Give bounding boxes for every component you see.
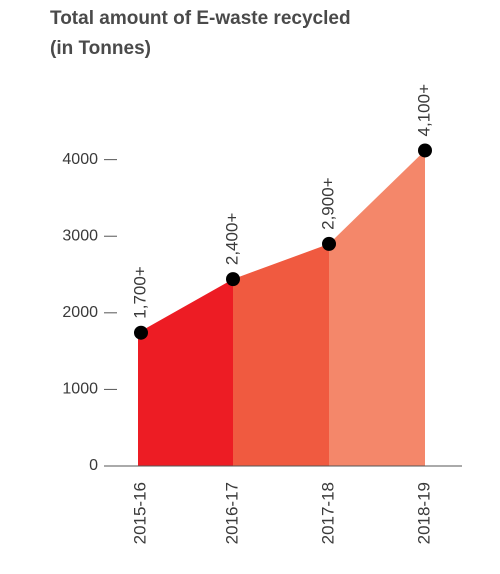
- area-segment: [233, 243, 329, 466]
- value-label: 1,700+: [130, 266, 149, 319]
- data-point: [134, 325, 148, 340]
- data-point: [226, 272, 240, 287]
- x-tick-label: 2018-19: [414, 482, 433, 544]
- area-segment: [138, 279, 233, 466]
- x-tick-label: 2015-16: [130, 482, 149, 544]
- x-tick-label: 2016-17: [222, 482, 241, 544]
- y-tick-label: 3000: [62, 227, 98, 244]
- value-label: 2,900+: [318, 177, 337, 230]
- y-tick-label: 2000: [62, 304, 98, 321]
- area-segment: [329, 150, 425, 467]
- value-label: 2,400+: [222, 213, 241, 266]
- x-tick-label: 2017-18: [318, 482, 337, 544]
- value-label: 4,100+: [414, 84, 433, 137]
- chart-title: (in Tonnes): [50, 38, 151, 59]
- y-tick-label: 4000: [62, 151, 98, 168]
- y-tick-label: 0: [89, 457, 98, 474]
- data-point: [322, 236, 336, 251]
- chart-title: Total amount of E-waste recycled: [50, 8, 351, 29]
- y-tick-label: 1000: [62, 381, 98, 398]
- data-point: [418, 143, 432, 158]
